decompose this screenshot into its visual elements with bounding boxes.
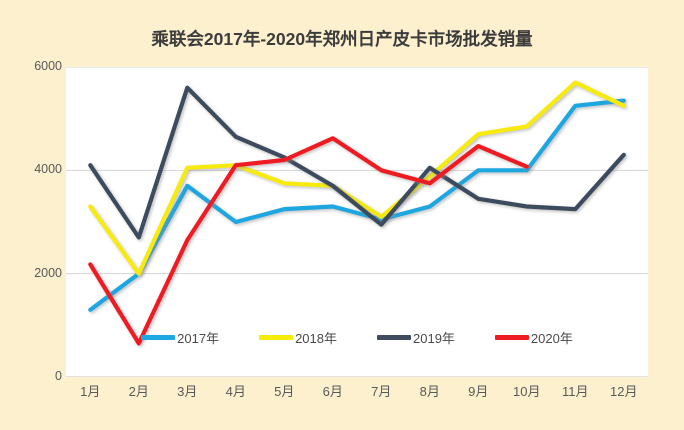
- legend-label: 2020年: [530, 330, 573, 346]
- x-axis-tick-label: 8月: [419, 384, 440, 399]
- x-axis-tick-label: 1月: [80, 384, 101, 399]
- legend-item-2019年[interactable]: 2019年: [377, 328, 455, 347]
- legend-item-2020年[interactable]: 2020年: [494, 328, 573, 347]
- legend-label: 2017年: [177, 330, 220, 346]
- x-axis-tick-label: 6月: [322, 384, 343, 399]
- x-axis-labels: 1月 2月 3月 4月 5月 6月 7月 8月 9月 10月 11月 12月: [66, 381, 648, 411]
- x-axis-tick-label: 12月: [610, 384, 638, 399]
- x-axis-tick-label: 5月: [274, 384, 295, 399]
- chart-legend: 2017年 2018年 2019年 2020年: [66, 326, 648, 348]
- x-axis-tick-label: 7月: [371, 384, 392, 399]
- x-axis-tick-label: 9月: [468, 384, 489, 399]
- chart-title: 乘联会2017年-2020年郑州日产皮卡市场批发销量: [151, 29, 533, 49]
- x-axis-tick-label: 10月: [513, 384, 541, 399]
- legend-swatch: [377, 334, 411, 340]
- legend-swatch: [494, 334, 529, 340]
- y-axis-tick-label: 6000: [34, 59, 62, 73]
- x-axis-tick-label: 3月: [177, 384, 198, 399]
- plot-area: [66, 67, 648, 377]
- x-axis-tick-label: 4月: [225, 384, 246, 399]
- x-axis-tick-label: 2月: [128, 384, 149, 399]
- series-line-2017年: [88, 98, 626, 312]
- legend-label: 2019年: [413, 330, 455, 346]
- x-axis-tick-label: 11月: [562, 384, 589, 399]
- legend-swatch: [259, 334, 294, 340]
- series-line-2020年: [88, 136, 529, 346]
- y-axis-tick-label: 0: [55, 369, 62, 383]
- series-line-2019年: [88, 85, 626, 240]
- legend-item-2018年[interactable]: 2018年: [259, 328, 337, 347]
- legend-item-2017年[interactable]: 2017年: [141, 328, 219, 347]
- y-axis-tick-label: 2000: [34, 265, 62, 280]
- series-lines: [88, 80, 626, 346]
- series-line-2018年: [88, 80, 626, 276]
- legend-label: 2018年: [295, 330, 337, 346]
- plot-svg: [66, 67, 648, 377]
- gridlines: [66, 67, 648, 377]
- y-axis-labels: 0 2000 4000 6000: [0, 0, 62, 430]
- legend-swatch: [141, 334, 176, 340]
- y-axis-tick-label: 4000: [34, 162, 62, 177]
